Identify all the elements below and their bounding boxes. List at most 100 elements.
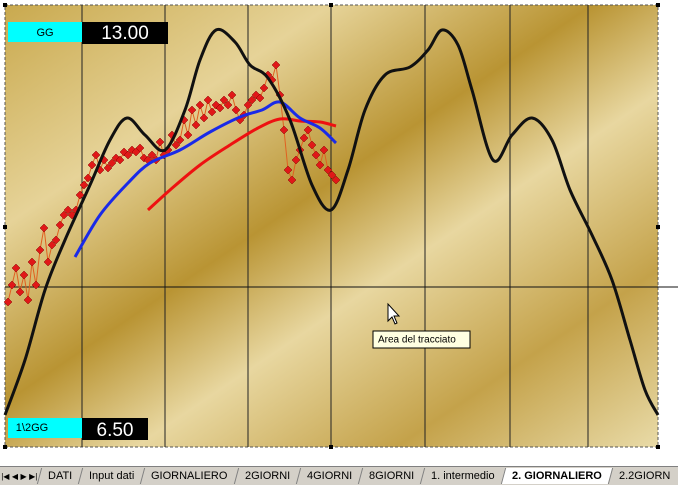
- tab-label: 2GIORNI: [244, 470, 290, 482]
- price-point: [183, 130, 193, 140]
- sheet-tab[interactable]: Input dati: [77, 468, 145, 484]
- label: 1\2GG: [16, 422, 48, 434]
- price-point: [315, 160, 325, 170]
- price-point: [155, 137, 165, 147]
- price-point: [83, 173, 93, 183]
- label-box: [8, 418, 82, 438]
- sheet-tab[interactable]: GIORNALIERO: [139, 468, 238, 484]
- price-point: [207, 107, 217, 117]
- value-box: [82, 22, 168, 44]
- price-point: [11, 263, 21, 273]
- price-point: [223, 100, 233, 110]
- price-point: [199, 113, 209, 123]
- tooltip: [372, 330, 471, 349]
- price-point: [299, 133, 309, 143]
- price-point: [323, 165, 333, 175]
- price-point: [63, 205, 73, 215]
- tab-label: 8GIORNI: [368, 470, 415, 482]
- handle: [329, 3, 333, 7]
- sheet-tab[interactable]: 2. GIORNALIERO: [500, 468, 612, 484]
- price-point: [19, 270, 29, 280]
- price-point: [35, 245, 45, 255]
- price-point: [279, 125, 289, 135]
- price-point: [303, 125, 313, 135]
- price-point: [103, 163, 113, 173]
- handle: [3, 3, 7, 7]
- tab-label: GIORNALIERO: [151, 470, 228, 482]
- tooltip-text: Area del tracciato: [378, 335, 456, 346]
- price-point: [7, 280, 17, 290]
- label: GG: [36, 27, 53, 39]
- price-point: [319, 145, 329, 155]
- handle: [656, 225, 660, 229]
- handle: [656, 3, 660, 7]
- price-point: [227, 90, 237, 100]
- tab-label: DATI: [47, 470, 72, 482]
- price-point: [287, 175, 297, 185]
- tab-label: 1. intermedio: [431, 470, 495, 482]
- tab-nav[interactable]: |◀ ◀ ▶ ▶|: [1, 471, 38, 481]
- price-point: [27, 257, 37, 267]
- sheet-tab[interactable]: 8GIORNI: [357, 468, 425, 484]
- price-point: [331, 175, 341, 185]
- price-point: [191, 120, 201, 130]
- cursor: [387, 302, 401, 325]
- price-point: [203, 95, 213, 105]
- label-box: [8, 22, 82, 42]
- price-point: [147, 150, 157, 160]
- price-point: [187, 105, 197, 115]
- price-point: [15, 287, 25, 297]
- price-point: [91, 150, 101, 160]
- price-point: [31, 280, 41, 290]
- price-point: [51, 235, 61, 245]
- price-point: [311, 150, 321, 160]
- tab-label: Input dati: [88, 470, 135, 482]
- value-box: [82, 418, 148, 440]
- value: 13.00: [101, 23, 149, 44]
- value: 6.50: [97, 420, 134, 441]
- chart-view: GG 13.00 1\2GG 6.50 Area del tracciato: [3, 3, 678, 449]
- price-point: [215, 103, 225, 113]
- price-point: [47, 240, 57, 250]
- cycle-curve: [3, 27, 660, 416]
- red-average: [146, 117, 337, 212]
- price-point: [115, 155, 125, 165]
- price-point: [255, 93, 265, 103]
- price-point: [291, 155, 301, 165]
- price-point: [39, 223, 49, 233]
- price-point: [123, 150, 133, 160]
- sheet-tab[interactable]: 2GIORNI: [233, 468, 300, 484]
- price-point: [219, 95, 229, 105]
- handle: [3, 445, 7, 449]
- price-point: [195, 100, 205, 110]
- handle: [3, 225, 7, 229]
- price-point: [175, 135, 185, 145]
- price-point: [327, 170, 337, 180]
- price-point: [23, 295, 33, 305]
- blue-average: [73, 100, 338, 258]
- price-point: [79, 180, 89, 190]
- sheet-tab[interactable]: 1. intermedio: [420, 468, 505, 484]
- price-point: [231, 105, 241, 115]
- price-point: [271, 60, 281, 70]
- handle: [656, 445, 660, 449]
- price-point: [247, 95, 257, 105]
- price-point: [3, 297, 13, 307]
- price-point: [135, 143, 145, 153]
- selection-handles: [3, 3, 660, 449]
- sheet-tabs: |◀ ◀ ▶ ▶| DATI Input dati GIORNALIERO 2GIORNI 4…: [0, 466, 678, 485]
- tab-label: 2. GIORNALIERO: [511, 470, 602, 482]
- price-point: [107, 158, 117, 168]
- price-point: [171, 140, 181, 150]
- sheet-tab[interactable]: 4GIORNI: [295, 468, 363, 484]
- price-point: [259, 83, 269, 93]
- sheet-tab[interactable]: 2.2GIORN: [607, 468, 678, 484]
- price-point: [283, 165, 293, 175]
- price-point: [59, 210, 69, 220]
- handle: [329, 445, 333, 449]
- price-point: [307, 140, 317, 150]
- sheet-tab[interactable]: DATI: [36, 468, 82, 484]
- price-point: [43, 257, 53, 267]
- tab-label: 4GIORNI: [306, 470, 352, 482]
